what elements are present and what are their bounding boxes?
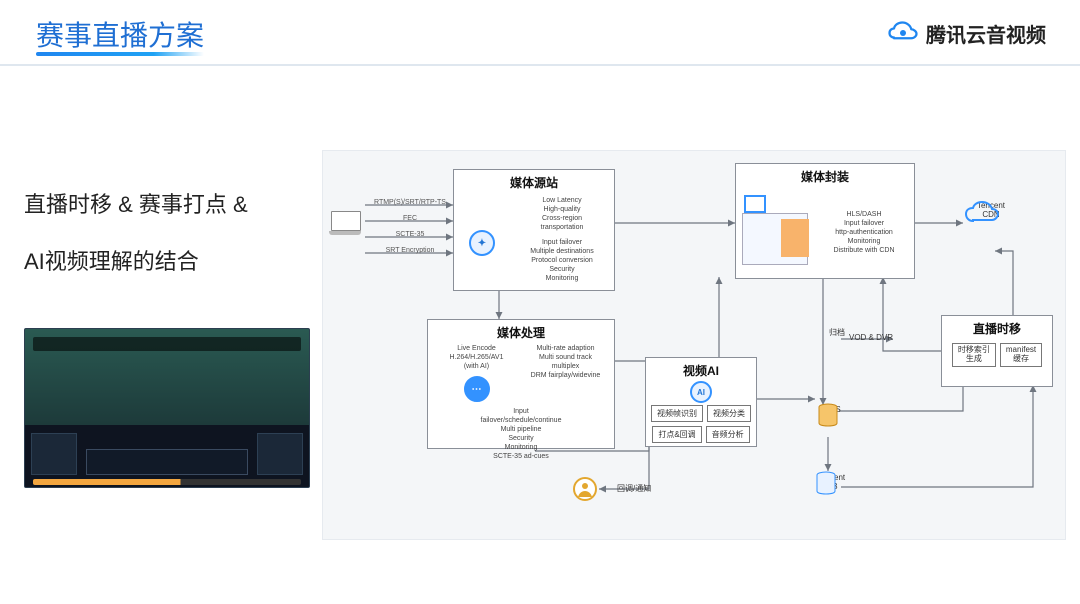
cos-icon: COS bbox=[817, 403, 847, 414]
tencent-cdn: Tencent CDN bbox=[963, 199, 1019, 219]
source-laptop-icon bbox=[331, 211, 361, 237]
proto-label: FEC bbox=[369, 215, 451, 222]
ai-chip: 音频分析 bbox=[706, 426, 750, 443]
box-title: 媒体处理 bbox=[428, 320, 614, 345]
game-screenshot bbox=[24, 328, 310, 488]
brand-logo: 腾讯云音视频 bbox=[888, 18, 1046, 48]
architecture-diagram: RTMP(S)/SRT/RTP-TS FEC SCTE-35 SRT Encry… bbox=[322, 150, 1066, 540]
subtitle-line: AI视频理解的结合 bbox=[24, 233, 248, 290]
box-title: 媒体封装 bbox=[736, 164, 914, 189]
ai-chip: 视频帧识别 bbox=[651, 405, 703, 422]
subtitle-line: 直播时移 & 赛事打点 & bbox=[24, 176, 248, 233]
box-media-package: 媒体封装 HLS/DASH Input failover http-authen… bbox=[735, 163, 915, 279]
box-title: 直播时移 bbox=[942, 316, 1052, 341]
proto-label: SCTE-35 bbox=[369, 231, 451, 238]
box-media-source: 媒体源站 ✦ Low Latency High-quality Cross-re… bbox=[453, 169, 615, 291]
hub-icon: ✦ bbox=[469, 230, 495, 256]
proto-label: SRT Encryption bbox=[369, 247, 451, 254]
process-icon: ⋯ bbox=[464, 376, 490, 402]
box-timeshift: 直播时移 时移索引 生成manifest 缓存 bbox=[941, 315, 1053, 387]
brand-text: 腾讯云音视频 bbox=[926, 19, 1046, 48]
box-video-ai: 视频AI AI 视频帧识别视频分类 打点&回调音频分析 bbox=[645, 357, 757, 447]
slide-title: 赛事直播方案 bbox=[36, 14, 204, 54]
subtitle: 直播时移 & 赛事打点 & AI视频理解的结合 bbox=[24, 176, 248, 290]
ts-chip: 时移索引 生成 bbox=[952, 343, 996, 367]
title-underline bbox=[36, 52, 204, 56]
box-title: 媒体源站 bbox=[454, 170, 614, 195]
ai-icon: AI bbox=[690, 381, 712, 403]
box-media-process: 媒体处理 Live Encode H.264/H.265/AV1 (with A… bbox=[427, 319, 615, 449]
voddvr-label: VOD & DVR bbox=[849, 333, 893, 342]
ai-chip: 打点&回调 bbox=[652, 426, 701, 443]
archive-label: 归档 bbox=[829, 327, 845, 338]
box-title: 视频AI bbox=[646, 358, 756, 383]
proto-label: RTMP(S)/SRT/RTP-TS bbox=[369, 199, 451, 206]
ai-chip: 视频分类 bbox=[707, 405, 751, 422]
tencent-db-icon: tencent DB bbox=[815, 471, 849, 491]
callback-label: 回调/通知 bbox=[617, 483, 651, 494]
ts-chip: manifest 缓存 bbox=[1000, 343, 1042, 367]
